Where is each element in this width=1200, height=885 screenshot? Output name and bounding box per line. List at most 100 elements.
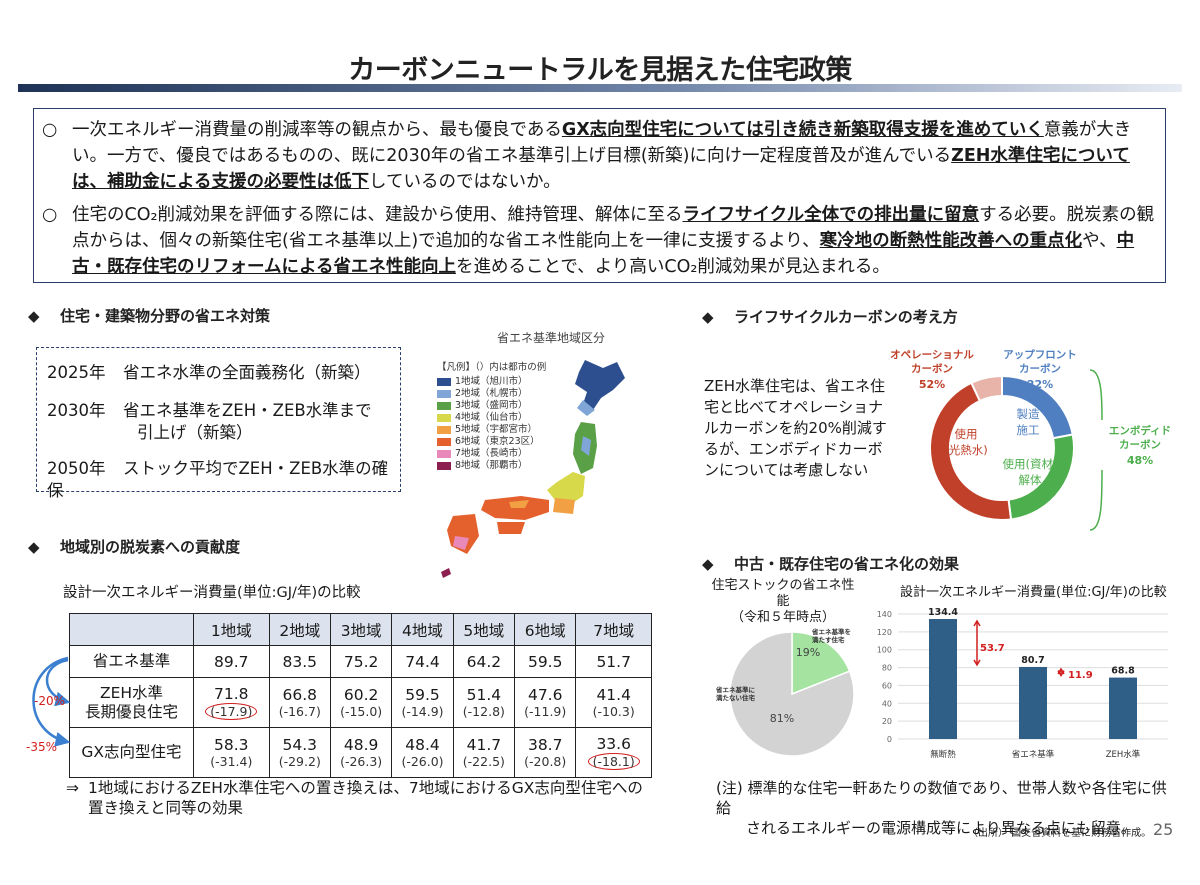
svg-text:カーボン: カーボン — [1119, 438, 1161, 451]
zeh-reduction-pct: -20% — [34, 694, 66, 708]
table-caption: 設計一次エネルギー消費量(単位:GJ/年)の比較 — [63, 585, 361, 601]
arrow-icon: ⇒ — [66, 779, 79, 797]
bar-chart-title: 設計一次エネルギー消費量(単位:GJ/年)の比較 — [900, 585, 1167, 600]
table-cell: 54.3 (-29.2) — [268, 727, 331, 778]
legend-label: 6地域（東京23区） — [455, 436, 540, 447]
source-note: （出所） 国交省資料を基に財務省作成。 — [968, 828, 1152, 839]
y-tick-label: 0 — [887, 735, 892, 744]
diff-arrowhead — [973, 659, 981, 667]
section-existing: ◆ 中古・既存住宅の省エネ化の効果 — [702, 555, 960, 573]
segment-build: 製造 — [1017, 407, 1040, 421]
embodied-label: エンボディド — [1109, 424, 1170, 437]
highlight-circle: (-18.1) — [587, 753, 640, 770]
table-cell: 48.9 (-26.3) — [329, 727, 393, 778]
table-row: ZEH水準 長期優良住宅 71.8 (-17.9) 66.8 (-16.7) 60.2 (-… — [69, 677, 652, 728]
legend-swatch — [437, 401, 451, 410]
bar — [1019, 666, 1047, 739]
legend-swatch — [437, 413, 451, 422]
stock-pie-chart: 省エネ基準を満たす住宅 省エネ基準に満たない住宅 19% 81% — [715, 627, 855, 757]
policy-timeline-box: 2025年 省エネ水準の全面義務化（新築） 2030年 省エネ基準をZEH・ZEB水… — [36, 347, 401, 500]
highlight-circle: (-17.9) — [205, 703, 258, 720]
energy-comparison-table: 1地域 2地域 3地域 4地域 5地域 6地域 7地域 省エネ基準 89.7 8… — [69, 613, 652, 778]
segment-use-heat: 使用 — [955, 427, 978, 441]
legend-item: 8地域（那覇市） — [437, 460, 546, 472]
legend-label: 5地域（宇都宮市） — [455, 424, 538, 435]
svg-text:施工: 施工 — [1017, 423, 1040, 437]
table-cell: 75.2 — [329, 645, 393, 678]
y-tick-label: 20 — [882, 717, 892, 726]
legend-label: 1地域（旭川市） — [455, 376, 528, 387]
legend-item: 6地域（東京23区） — [437, 436, 546, 448]
embodied-pct: 48% — [1127, 454, 1153, 467]
diff-arrowhead — [973, 619, 981, 627]
diamond-bullet-icon: ◆ — [702, 308, 714, 326]
legend-item: 3地域（盛岡市） — [437, 400, 546, 412]
policy-2025: 2025年 省エネ水準の全面義務化（新築） — [47, 363, 371, 382]
operational-label: オペレーショナル — [890, 349, 974, 361]
legend-item: 5地域（宇都宮市） — [437, 424, 546, 436]
table-cell: 64.2 — [452, 645, 516, 678]
summary-box: ○ 一次エネルギー消費量の削減率等の観点から、最も優良であるGX志向型住宅について… — [33, 108, 1166, 283]
x-tick-label: 無断熱 — [930, 749, 956, 760]
y-tick-label: 140 — [877, 610, 892, 619]
row-label: 省エネ基準 — [69, 645, 194, 678]
table-cell: 33.6 (-18.1) — [575, 727, 652, 778]
pie-label-meets: 省エネ基準を満たす住宅 — [811, 627, 851, 644]
diamond-bullet-icon: ◆ — [28, 538, 40, 556]
table-cell: 60.2 (-15.0) — [329, 677, 393, 728]
diamond-bullet-icon: ◆ — [702, 555, 714, 573]
pie-slice — [791, 631, 851, 696]
pie-slice — [729, 631, 855, 757]
bar-value-label: 134.4 — [928, 607, 958, 618]
map-legend: 【凡例】（）内は都市の例 1地域（旭川市） 2地域（札幌市） 3地域（盛岡市） 4地域… — [437, 362, 546, 472]
row-label: ZEH水準 長期優良住宅 — [69, 677, 194, 728]
x-tick-label: 省エネ基準 — [1012, 749, 1055, 760]
table-cell: 47.6 (-11.9) — [514, 677, 577, 728]
y-tick-label: 120 — [877, 628, 892, 637]
pie-value-label: 81% — [770, 712, 794, 725]
legend-item: 2地域（札幌市） — [437, 388, 546, 400]
table-header: 4地域 — [391, 613, 454, 646]
table-cell: 48.4 (-26.0) — [391, 727, 454, 778]
gx-reduction-pct: -35% — [26, 740, 58, 754]
table-header: 1地域 — [193, 613, 270, 646]
table-cell: 51.4 (-12.8) — [452, 677, 516, 728]
legend-label: 8地域（那覇市） — [455, 460, 528, 471]
legend-swatch — [437, 449, 451, 458]
lifecycle-donut: オペレーショナル カーボン 52% アップフロント カーボン 22% エンボディ… — [890, 348, 1170, 531]
summary-paragraph-2: ○ 住宅のCO₂削減効果を評価する際には、建設から使用、維持管理、解体に至るライフ… — [42, 202, 1157, 280]
table-cell: 38.7 (-20.8) — [514, 727, 577, 778]
policy-2050: 2050年 ストック平均でZEH・ZEB水準の確保 — [47, 459, 389, 500]
pie-value-label: 19% — [796, 646, 820, 659]
svg-text:カーボン: カーボン — [911, 362, 953, 375]
emphasis-text: ライフサイクル全体での排出量に留意 — [682, 205, 980, 225]
table-cell: 58.3 (-31.4) — [193, 727, 270, 778]
y-tick-label: 100 — [877, 646, 892, 655]
table-header: 5地域 — [452, 613, 516, 646]
legend-item: 1地域（旭川市） — [437, 376, 546, 388]
pie-title: 住宅ストックの省エネ性能 （令和５年時点） — [711, 578, 855, 625]
summary-paragraph-1: ○ 一次エネルギー消費量の削減率等の観点から、最も優良であるGX志向型住宅について… — [42, 117, 1157, 195]
page-number: 25 — [1153, 820, 1174, 839]
emphasis-text: ZEH水準住宅については、補助金による支援の必要性は低下 — [72, 146, 1130, 192]
section-lifecycle: ◆ ライフサイクルカーボンの考え方 — [702, 308, 958, 326]
legend-swatch — [437, 461, 451, 470]
table-cell: 41.4 (-10.3) — [575, 677, 652, 728]
table-cell: 59.5 — [514, 645, 577, 678]
body-text: 意義が大きい。一方で、優良ではあるものの、既に2030年の省エネ基準引上げ目標(… — [72, 120, 1132, 166]
section-energy-measures: ◆ 住宅・建築物分野の省エネ対策 — [28, 307, 271, 325]
legend-label: 4地域（仙台市） — [455, 412, 528, 423]
bar — [1109, 677, 1137, 739]
table-row: 省エネ基準 89.7 83.5 75.2 74.4 64.2 59.5 51.7 — [69, 645, 652, 678]
legend-swatch — [437, 425, 451, 434]
upfront-label: アップフロント — [1003, 348, 1077, 361]
table-cell: 51.7 — [575, 645, 652, 678]
table-header: 6地域 — [514, 613, 577, 646]
table-cell: 41.7 (-22.5) — [452, 727, 516, 778]
energy-bar-chart: 0 20 40 60 80 100 120 140 134.4 無断熱 80.7 省エネ基準 68.8 Z… — [877, 607, 1168, 760]
bar-value-label: 80.7 — [1021, 655, 1044, 666]
legend-label: 7地域（長崎市） — [455, 448, 528, 459]
emphasis-text: GX志向型住宅については引き続き新築取得支援を進めていく — [561, 120, 1044, 140]
body-text: 一次エネルギー消費量の削減率等の観点から、最も優良である — [72, 120, 562, 140]
section-region: ◆ 地域別の脱炭素への貢献度 — [28, 538, 241, 556]
